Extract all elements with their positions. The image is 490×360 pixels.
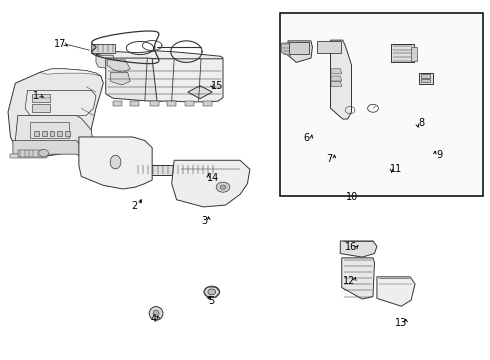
Text: 7: 7 bbox=[326, 154, 333, 164]
Circle shape bbox=[208, 289, 216, 295]
Circle shape bbox=[39, 149, 49, 157]
Polygon shape bbox=[331, 76, 342, 81]
Text: 17: 17 bbox=[54, 40, 67, 49]
Polygon shape bbox=[10, 154, 47, 158]
Polygon shape bbox=[130, 101, 139, 107]
Polygon shape bbox=[25, 90, 96, 117]
Bar bbox=[135, 165, 216, 175]
Circle shape bbox=[204, 286, 220, 298]
Polygon shape bbox=[8, 69, 103, 157]
Text: 6: 6 bbox=[303, 133, 310, 143]
Circle shape bbox=[216, 182, 230, 192]
Text: 11: 11 bbox=[391, 163, 403, 174]
Text: 13: 13 bbox=[395, 318, 408, 328]
Polygon shape bbox=[188, 86, 212, 99]
Bar bbox=[419, 73, 433, 84]
Polygon shape bbox=[40, 69, 101, 76]
Bar bbox=[91, 44, 115, 53]
Text: 1: 1 bbox=[33, 91, 39, 101]
Polygon shape bbox=[224, 165, 228, 174]
Bar bbox=[421, 74, 430, 78]
Polygon shape bbox=[13, 140, 84, 158]
Bar bbox=[65, 131, 70, 136]
Bar bbox=[213, 163, 225, 176]
Polygon shape bbox=[96, 51, 223, 67]
Bar bbox=[49, 131, 54, 136]
Polygon shape bbox=[331, 69, 342, 74]
Bar bbox=[30, 122, 69, 138]
Polygon shape bbox=[96, 55, 116, 69]
Polygon shape bbox=[111, 72, 130, 85]
Text: 4: 4 bbox=[150, 314, 157, 324]
Polygon shape bbox=[282, 43, 292, 56]
Bar bbox=[57, 131, 62, 136]
Polygon shape bbox=[342, 258, 374, 299]
Bar bbox=[42, 131, 47, 136]
Polygon shape bbox=[79, 137, 152, 189]
Text: 16: 16 bbox=[345, 242, 358, 252]
Polygon shape bbox=[152, 59, 223, 102]
Polygon shape bbox=[107, 60, 130, 72]
Polygon shape bbox=[172, 160, 250, 207]
Polygon shape bbox=[377, 277, 415, 306]
Polygon shape bbox=[32, 104, 49, 112]
Polygon shape bbox=[185, 101, 194, 107]
Text: 10: 10 bbox=[346, 192, 359, 202]
Polygon shape bbox=[203, 101, 212, 107]
Bar bbox=[289, 42, 310, 54]
Text: 9: 9 bbox=[437, 150, 442, 160]
Polygon shape bbox=[288, 41, 313, 62]
Ellipse shape bbox=[110, 155, 121, 169]
Polygon shape bbox=[106, 58, 169, 101]
Polygon shape bbox=[167, 101, 175, 107]
Polygon shape bbox=[340, 241, 377, 257]
Polygon shape bbox=[15, 116, 94, 153]
Text: 5: 5 bbox=[209, 296, 215, 306]
Bar bbox=[18, 150, 45, 157]
Circle shape bbox=[220, 185, 226, 189]
Polygon shape bbox=[113, 101, 122, 107]
Text: 8: 8 bbox=[419, 118, 425, 128]
Text: 3: 3 bbox=[201, 216, 207, 226]
Polygon shape bbox=[331, 81, 342, 86]
Text: 2: 2 bbox=[131, 201, 137, 211]
Polygon shape bbox=[331, 40, 351, 119]
Ellipse shape bbox=[153, 310, 159, 317]
Bar bbox=[391, 44, 414, 62]
Bar bbox=[318, 41, 341, 53]
Text: 12: 12 bbox=[343, 276, 356, 286]
Polygon shape bbox=[32, 94, 49, 102]
Polygon shape bbox=[150, 101, 159, 107]
Text: 15: 15 bbox=[211, 81, 223, 91]
Bar bbox=[411, 46, 417, 61]
Ellipse shape bbox=[149, 307, 163, 320]
Bar bbox=[421, 79, 430, 82]
Text: 14: 14 bbox=[207, 173, 220, 183]
Bar bbox=[34, 131, 39, 136]
Bar bbox=[280, 13, 483, 196]
